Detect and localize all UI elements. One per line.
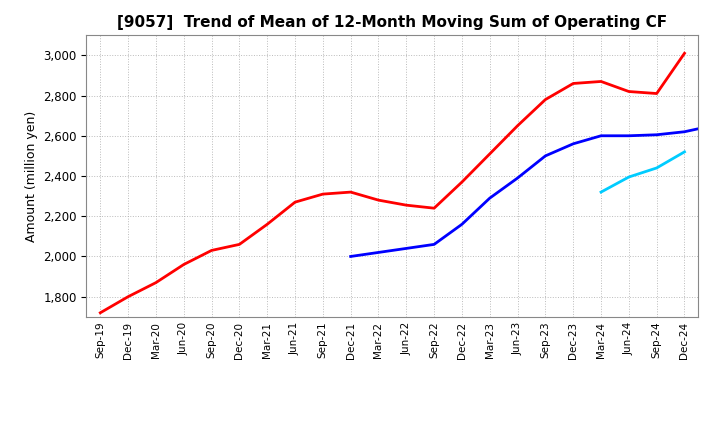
Line: 3 Years: 3 Years — [100, 53, 685, 313]
7 Years — [624, 174, 633, 180]
3 Years — [346, 190, 355, 195]
5 Years — [624, 133, 633, 139]
3 Years — [485, 151, 494, 157]
5 Years — [597, 133, 606, 139]
5 Years — [513, 176, 522, 181]
5 Years — [458, 222, 467, 227]
3 Years — [430, 205, 438, 211]
3 Years — [318, 191, 327, 197]
3 Years — [152, 280, 161, 285]
3 Years — [569, 81, 577, 86]
Y-axis label: Amount (million yen): Amount (million yen) — [24, 110, 37, 242]
7 Years — [652, 165, 661, 171]
3 Years — [179, 262, 188, 267]
3 Years — [402, 202, 410, 208]
3 Years — [124, 294, 132, 299]
5 Years — [569, 141, 577, 147]
5 Years — [485, 195, 494, 201]
5 Years — [541, 153, 550, 158]
7 Years — [680, 149, 689, 154]
3 Years — [513, 123, 522, 128]
3 Years — [541, 97, 550, 102]
3 Years — [374, 198, 383, 203]
3 Years — [597, 79, 606, 84]
5 Years — [374, 250, 383, 255]
3 Years — [652, 91, 661, 96]
3 Years — [207, 248, 216, 253]
5 Years — [402, 246, 410, 251]
3 Years — [680, 51, 689, 56]
Line: 5 Years: 5 Years — [351, 98, 720, 257]
5 Years — [680, 129, 689, 134]
3 Years — [458, 180, 467, 185]
3 Years — [96, 310, 104, 315]
5 Years — [708, 123, 716, 128]
Line: 7 Years: 7 Years — [601, 152, 685, 192]
3 Years — [291, 199, 300, 205]
3 Years — [263, 222, 271, 227]
3 Years — [624, 89, 633, 94]
Title: [9057]  Trend of Mean of 12-Month Moving Sum of Operating CF: [9057] Trend of Mean of 12-Month Moving … — [117, 15, 667, 30]
3 Years — [235, 242, 243, 247]
5 Years — [430, 242, 438, 247]
7 Years — [597, 190, 606, 195]
5 Years — [652, 132, 661, 137]
5 Years — [346, 254, 355, 259]
